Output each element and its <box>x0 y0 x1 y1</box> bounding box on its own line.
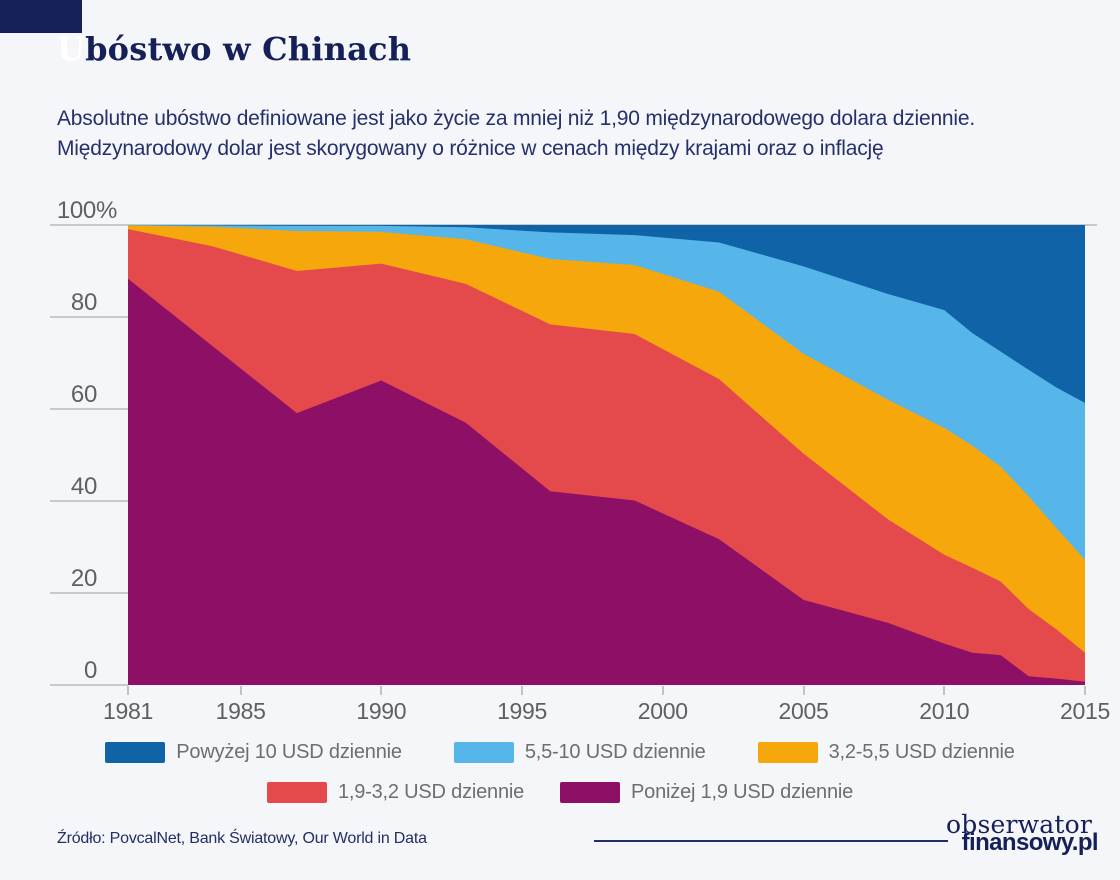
x-tick-2015 <box>1084 686 1086 695</box>
y-axis-label-60: 60 <box>70 381 97 408</box>
legend-swatch <box>560 781 621 803</box>
subtitle-line-2: Międzynarodowy dolar jest skorygowany o … <box>57 137 884 160</box>
legend-label: Powyżej 10 USD dziennie <box>176 740 402 763</box>
brand-logo-line-1: obserwator <box>946 810 1092 839</box>
legend-swatch <box>757 741 818 763</box>
legend-swatch <box>266 781 327 803</box>
y-axis-label-0: 0 <box>83 657 97 684</box>
y-axis-label-80: 80 <box>70 289 97 316</box>
legend-item: 5,5-10 USD dziennie <box>453 740 706 764</box>
x-axis-label-2005: 2005 <box>778 698 829 724</box>
legend-item: Poniżej 1,9 USD dziennie <box>560 781 853 804</box>
x-axis-label-1981: 1981 <box>103 698 153 724</box>
x-axis-label-1995: 1995 <box>497 698 548 724</box>
title-rest: bóstwo w Chinach <box>85 30 412 68</box>
stacked-area-plot <box>128 225 1085 685</box>
x-tick-1985 <box>239 686 242 695</box>
legend-label: 1,9-3,2 USD dziennie <box>337 780 525 803</box>
x-axis-label-1990: 1990 <box>356 698 407 724</box>
y-gridline-0 <box>50 684 128 686</box>
area-series-0 <box>128 278 1085 685</box>
legend-swatch <box>453 741 514 763</box>
x-tick-2000 <box>661 686 664 695</box>
title-initial-letter: U <box>57 30 86 68</box>
x-tick-1981 <box>127 686 129 695</box>
subtitle-line-1: Absolutne ubóstwo definiowane jest jako … <box>57 107 975 130</box>
y-gridline-60 <box>50 408 128 410</box>
chart-subtitle: Absolutne ubóstwo definiowane jest jako … <box>57 104 1067 164</box>
y-axis-label-40: 40 <box>70 473 97 500</box>
x-axis-label-2000: 2000 <box>637 698 688 724</box>
source-note: Źródło: PovcalNet, Bank Światowy, Our Wo… <box>57 830 427 847</box>
y-gridline-80 <box>50 316 128 318</box>
footer-divider <box>594 840 948 842</box>
title-accent-box <box>0 0 82 33</box>
legend-item: 1,9-3,2 USD dziennie <box>266 780 525 804</box>
legend-label: Poniżej 1,9 USD dziennie <box>631 780 854 803</box>
x-axis-label-1985: 1985 <box>215 698 266 724</box>
brand-logo: obserwator finansowy.pl <box>946 810 1099 856</box>
legend-label: 5,5-10 USD dziennie <box>524 740 706 763</box>
legend-swatch <box>105 741 166 763</box>
x-tick-2010 <box>943 686 946 695</box>
y-gridline-40 <box>50 500 128 502</box>
chart-legend-row-1: Powyżej 10 USD dziennie 5,5-10 USD dzienn… <box>0 740 1120 764</box>
y-gridline-20 <box>50 592 128 594</box>
x-tick-2005 <box>802 686 805 695</box>
legend-label: 3,2-5,5 USD dziennie <box>828 740 1015 763</box>
x-axis-label-2010: 2010 <box>919 698 970 724</box>
x-tick-1995 <box>521 686 524 695</box>
legend-item: Powyżej 10 USD dziennie <box>105 741 402 764</box>
y-axis-label-100: 100% <box>56 197 117 224</box>
x-axis-label-2015: 2015 <box>1060 698 1110 724</box>
y-axis-label-20: 20 <box>70 565 97 592</box>
brand-logo-line-2: finansowy.pl <box>961 829 1099 856</box>
legend-item: 3,2-5,5 USD dziennie <box>757 740 1015 764</box>
chart-legend-row-2: 1,9-3,2 USD dziennie Poniżej 1,9 USD dzie… <box>0 780 1120 804</box>
page-title: Ubóstwo w Chinach <box>57 30 411 68</box>
x-tick-1990 <box>380 686 383 695</box>
